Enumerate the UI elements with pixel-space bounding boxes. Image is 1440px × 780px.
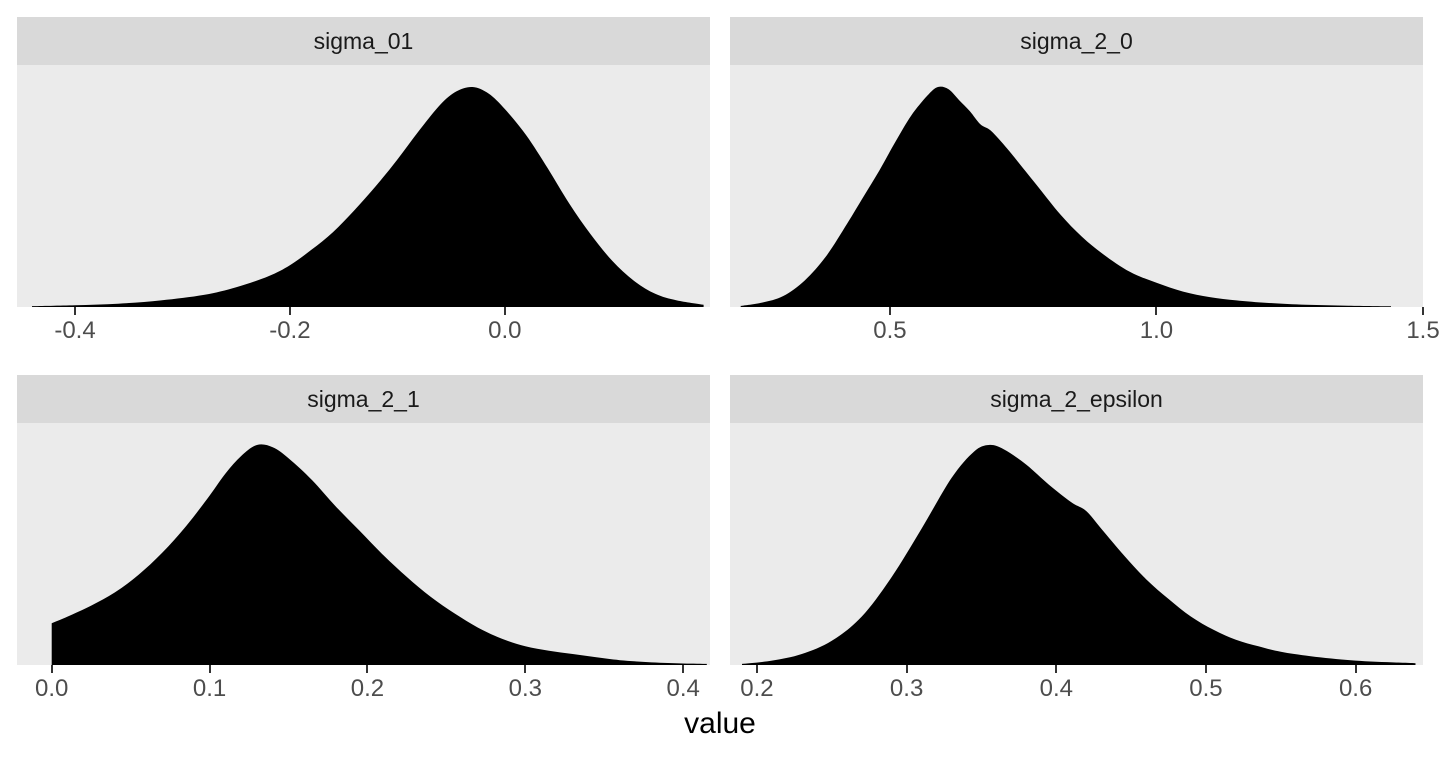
- axis-tick: [888, 307, 891, 315]
- facet-title: sigma_2_0: [1020, 27, 1133, 54]
- density-area: [51, 444, 707, 665]
- facet-strip: sigma_2_1: [17, 375, 710, 423]
- axis-tick-label: 0.4: [1039, 675, 1073, 702]
- plot-panel: [730, 65, 1423, 307]
- axis-tick-label: -0.4: [54, 317, 96, 344]
- axis-tick-label: 0.3: [508, 675, 542, 702]
- plot-panel: [730, 423, 1423, 665]
- axis-tick: [1055, 665, 1058, 673]
- axis-tick: [288, 307, 291, 315]
- axis-tick-label: 0.3: [889, 675, 924, 702]
- plot-panel: [17, 65, 710, 307]
- x-axis: 0.2 0.3 0.4 0.5 0.6: [730, 665, 1423, 707]
- axis-tick-label: 0.6: [1338, 675, 1373, 702]
- axis-tick: [1155, 307, 1158, 315]
- facet-strip: sigma_2_0: [730, 17, 1423, 65]
- facet-sigma-01: sigma_01 -0.4 -0.2 0.0: [17, 17, 710, 349]
- facet-sigma-2-epsilon: sigma_2_epsilon 0.2 0.3 0.4 0.5 0.6: [730, 375, 1423, 707]
- axis-tick-label: 0.5: [1189, 675, 1223, 702]
- axis-tick-label: 0.2: [350, 675, 385, 702]
- x-axis: -0.4 -0.2 0.0: [17, 307, 710, 349]
- axis-tick: [503, 307, 506, 315]
- facet-grid: sigma_01 -0.4 -0.2 0.0 sigma_2_0 0.5 1.0 1.5: [17, 17, 1440, 707]
- axis-tick-label: -0.2: [269, 317, 311, 344]
- facet-title: sigma_2_1: [307, 385, 420, 412]
- x-axis-title: value: [684, 707, 756, 740]
- axis-tick: [366, 665, 369, 673]
- axis-tick: [755, 665, 758, 673]
- density-plot: [32, 86, 704, 307]
- axis-tick-label: 1.0: [1139, 317, 1174, 344]
- facet-strip: sigma_01: [17, 17, 710, 65]
- density-area: [740, 86, 1391, 307]
- axis-tick: [1204, 665, 1207, 673]
- facet-title: sigma_2_epsilon: [990, 385, 1163, 412]
- density-area: [32, 86, 704, 307]
- axis-tick: [208, 665, 211, 673]
- facet-sigma-2-1: sigma_2_1 0.0 0.1 0.2 0.3 0.4: [17, 375, 710, 707]
- axis-tick: [524, 665, 527, 673]
- axis-tick-label: 1.5: [1406, 317, 1440, 344]
- axis-tick-label: 0.0: [488, 317, 522, 344]
- axis-tick-label: 0.0: [35, 675, 69, 702]
- axis-tick-label: 0.5: [873, 317, 907, 344]
- facet-sigma-2-0: sigma_2_0 0.5 1.0 1.5: [730, 17, 1440, 349]
- axis-tick: [50, 665, 53, 673]
- x-axis: 0.0 0.1 0.2 0.3 0.4: [17, 665, 710, 707]
- axis-tick: [905, 665, 908, 673]
- facet-title: sigma_01: [313, 27, 414, 54]
- density-plot: [742, 444, 1416, 665]
- axis-tick: [1422, 307, 1424, 315]
- axis-tick: [74, 307, 77, 315]
- axis-tick-label: 0.4: [666, 675, 700, 702]
- x-axis: 0.5 1.0 1.5: [730, 307, 1440, 349]
- axis-tick-label: 0.2: [740, 675, 774, 702]
- density-plot: [740, 86, 1391, 307]
- plot-panel: [17, 423, 710, 665]
- axis-tick: [682, 665, 685, 673]
- facet-strip: sigma_2_epsilon: [730, 375, 1423, 423]
- density-plot: [51, 444, 707, 665]
- axis-tick: [1354, 665, 1357, 673]
- density-area: [742, 444, 1416, 665]
- axis-tick-label: 0.1: [192, 675, 227, 702]
